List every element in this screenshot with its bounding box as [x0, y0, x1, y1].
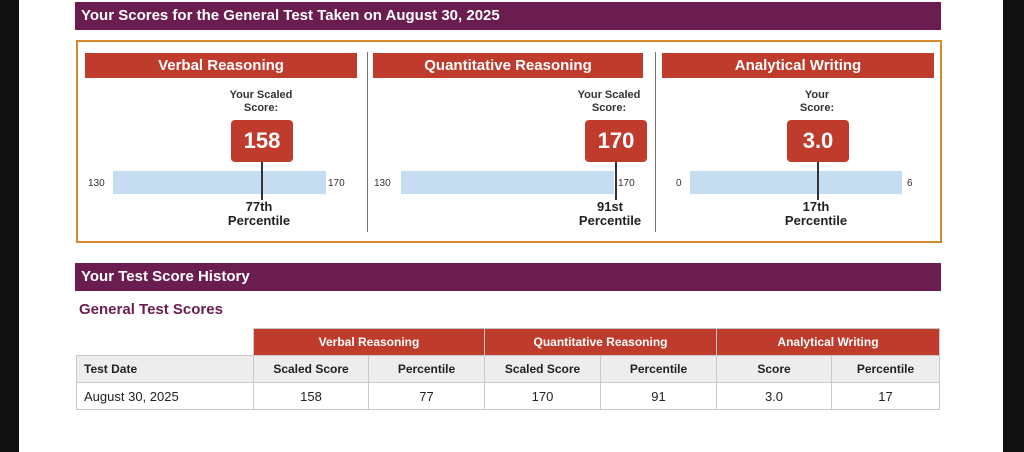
- verbal-score-bar: [113, 171, 326, 194]
- writing-percentile: 17th Percentile: [766, 200, 866, 228]
- table-cell: 17: [831, 382, 940, 410]
- percentile-value: 77th: [245, 199, 273, 214]
- table-cell: 77: [368, 382, 485, 410]
- writing-scale-min: 0: [676, 178, 682, 189]
- writing-score-label: Your Score:: [767, 89, 867, 115]
- verbal-scale-max: 170: [328, 178, 345, 189]
- quant-score-needle: [615, 162, 617, 200]
- percentile-label: Percentile: [578, 213, 642, 228]
- verbal-score-label: Your Scaled Score:: [211, 89, 311, 115]
- table-cell: 3.0: [716, 382, 832, 410]
- verbal-score-needle: [261, 162, 263, 200]
- quant-scale-max: 170: [618, 178, 635, 189]
- score-history-table: Verbal Reasoning Quantitative Reasoning …: [76, 328, 940, 410]
- score-label-line1: Your Scaled: [229, 89, 293, 101]
- panel-divider: [367, 52, 368, 232]
- table-cell: 170: [484, 382, 601, 410]
- score-label-line1: Your: [804, 89, 830, 101]
- quant-percentile: 91st Percentile: [560, 200, 660, 228]
- percentile-value: 17th: [802, 199, 830, 214]
- writing-score-badge: 3.0: [787, 120, 849, 162]
- quant-heading: Quantitative Reasoning: [373, 53, 643, 78]
- writing-score-bar: [690, 171, 902, 194]
- column-header: Scaled Score: [253, 355, 369, 383]
- column-header: Scaled Score: [484, 355, 601, 383]
- panel-divider: [655, 52, 656, 232]
- group-header-verbal: Verbal Reasoning: [253, 328, 485, 356]
- quant-score-label: Your Scaled Score:: [559, 89, 659, 115]
- score-label-line1: Your Scaled: [577, 89, 641, 101]
- percentile-label: Percentile: [227, 213, 291, 228]
- quant-scale-min: 130: [374, 178, 391, 189]
- score-label-line2: Score:: [799, 102, 835, 114]
- score-label-line2: Score:: [591, 102, 627, 114]
- column-header: Percentile: [831, 355, 940, 383]
- group-header-quant: Quantitative Reasoning: [484, 328, 717, 356]
- verbal-heading: Verbal Reasoning: [85, 53, 357, 78]
- history-subtitle: General Test Scores: [79, 301, 223, 318]
- writing-score-panel: Analytical Writing Your Score: 3.0 0 6 1…: [656, 42, 940, 241]
- column-header: Percentile: [600, 355, 717, 383]
- group-header-writing: Analytical Writing: [716, 328, 940, 356]
- empty-header-cell: [76, 328, 254, 356]
- verbal-scale-min: 130: [88, 178, 105, 189]
- score-report-page: Your Scores for the General Test Taken o…: [19, 0, 1003, 452]
- column-header-row: Test Date Scaled Score Percentile Scaled…: [76, 355, 940, 383]
- table-row: August 30, 2025 158 77 170 91 3.0 17: [76, 382, 940, 410]
- report-title: Your Scores for the General Test Taken o…: [75, 2, 941, 30]
- verbal-score-badge: 158: [231, 120, 293, 162]
- table-cell: 158: [253, 382, 369, 410]
- column-header: Score: [716, 355, 832, 383]
- quant-score-bar: [401, 171, 614, 194]
- column-header: Percentile: [368, 355, 485, 383]
- group-header-row: Verbal Reasoning Quantitative Reasoning …: [76, 328, 940, 356]
- score-summary-box: Verbal Reasoning Your Scaled Score: 158 …: [76, 40, 942, 243]
- quant-score-panel: Quantitative Reasoning Your Scaled Score…: [368, 42, 656, 241]
- verbal-percentile: 77th Percentile: [209, 200, 309, 228]
- score-label-line2: Score:: [243, 102, 279, 114]
- percentile-label: Percentile: [784, 213, 848, 228]
- verbal-score-panel: Verbal Reasoning Your Scaled Score: 158 …: [78, 42, 368, 241]
- column-header: Test Date: [76, 355, 254, 383]
- table-cell: August 30, 2025: [76, 382, 254, 410]
- table-cell: 91: [600, 382, 717, 410]
- writing-scale-max: 6: [907, 178, 913, 189]
- history-title: Your Test Score History: [75, 263, 941, 291]
- writing-score-needle: [817, 162, 819, 200]
- writing-heading: Analytical Writing: [662, 53, 934, 78]
- quant-score-badge: 170: [585, 120, 647, 162]
- percentile-value: 91st: [596, 199, 624, 214]
